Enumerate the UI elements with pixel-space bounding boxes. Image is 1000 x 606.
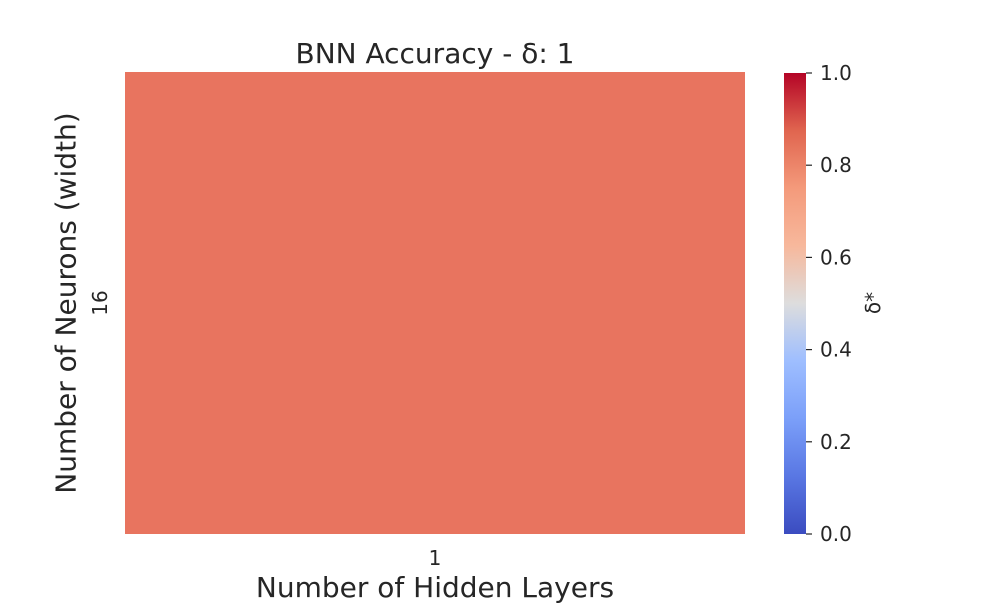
y-tick-label: 16 [88,290,112,315]
heatmap-cell [125,72,745,534]
x-tick-label: 1 [429,546,442,570]
x-axis-label: Number of Hidden Layers [255,571,615,604]
colorbar-tick-label: 0.0 [820,522,852,546]
colorbar-tick-label: 0.8 [820,153,852,177]
colorbar-tick-label: 0.6 [820,245,852,269]
colorbar-tick-label: 0.4 [820,338,852,362]
colorbar [784,73,806,534]
colorbar-tick-label: 1.0 [820,61,852,85]
chart-title: BNN Accuracy - δ: 1 [295,37,575,70]
colorbar-tick-label: 0.2 [820,430,852,454]
